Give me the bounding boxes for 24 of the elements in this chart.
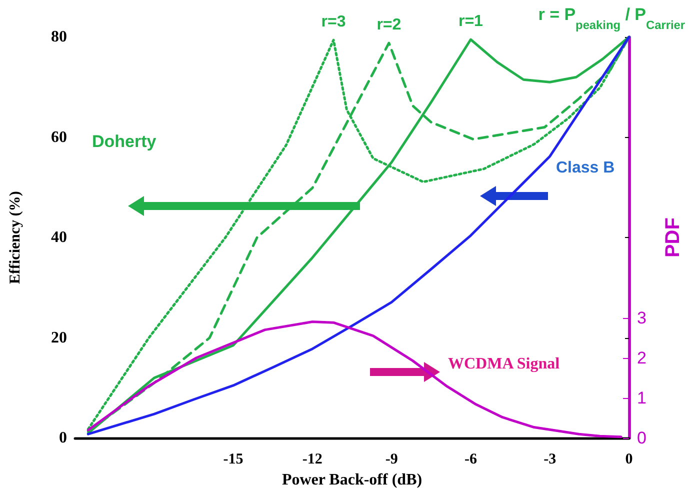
y2-tick-label: 3: [637, 308, 646, 328]
x-axis-title: Power Back-off (dB): [282, 472, 422, 488]
x-tick-label: -9: [385, 452, 398, 468]
y-axis-title: Efficiency (%): [8, 191, 24, 284]
y-tick-label: 80: [51, 28, 67, 46]
annotation: WCDMA Signal: [448, 356, 560, 372]
y-tick-label: 60: [51, 128, 67, 146]
y-tick-label: 20: [51, 329, 67, 346]
annotation: Class B: [556, 160, 615, 176]
y2-tick-label: 0: [637, 428, 646, 448]
x-tick-label: 0: [625, 452, 633, 468]
x-tick-label: -3: [544, 452, 556, 468]
annotation: r=2: [376, 16, 402, 34]
y2-tick-label: 1: [637, 388, 646, 408]
y-tick-label: 40: [51, 229, 67, 246]
annotation: Doherty: [92, 132, 157, 151]
x-tick-label: -6: [464, 452, 478, 468]
y2-axis-title: PDF: [662, 218, 684, 258]
y-tick-label: 0: [59, 430, 67, 447]
x-tick-label: -15: [223, 452, 244, 468]
y2-tick-label: 2: [637, 348, 646, 368]
annotation: r=1: [458, 13, 484, 30]
annotation: r=3: [321, 14, 346, 31]
x-tick-label: -12: [302, 452, 322, 468]
